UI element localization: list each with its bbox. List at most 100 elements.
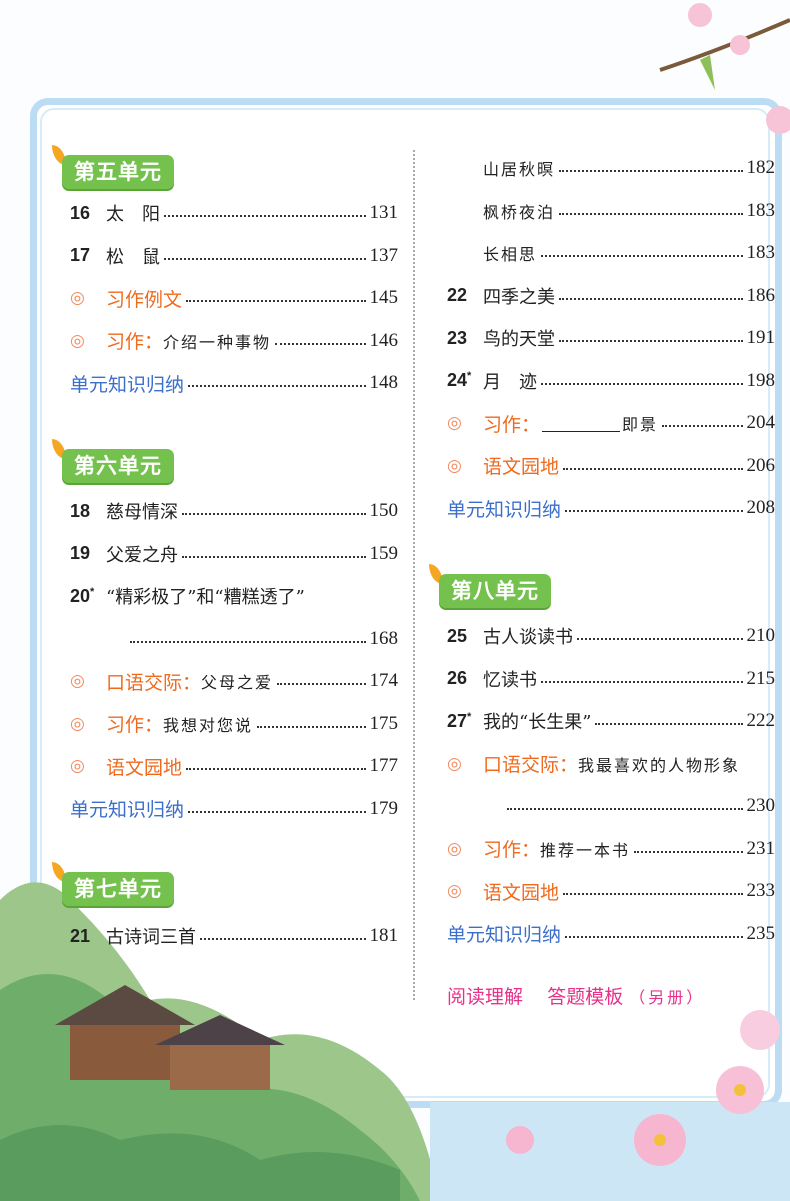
toc-entry[interactable]: 27* 我的“长生果” 222: [447, 700, 775, 742]
toc-entry[interactable]: 山居秋暝 182: [447, 147, 775, 189]
toc-entry[interactable]: 25 古人谈读书 210: [447, 615, 775, 657]
toc-entry[interactable]: ◎ 习作： 即景 204: [447, 402, 775, 444]
page-number: 191: [746, 327, 776, 348]
entry-title: 父爱之舟: [106, 544, 178, 566]
toc-entry[interactable]: 20* “精彩极了”和“糟糕透了”: [70, 575, 398, 617]
page-number: 148: [369, 372, 399, 393]
toc-entry[interactable]: ◎ 习作： 介绍一种事物 146: [70, 320, 398, 362]
toc-entry[interactable]: 枫桥夜泊 183: [447, 190, 775, 232]
toc-entry[interactable]: 单元知识归纳 179: [70, 788, 398, 830]
dot-leader: [565, 935, 743, 938]
toc-entry[interactable]: 168: [70, 618, 398, 660]
entry-title: 忆读书: [483, 669, 537, 691]
dot-leader: [188, 810, 366, 813]
double-circle-icon: ◎: [447, 881, 462, 901]
page-number: 137: [369, 244, 399, 266]
toc-entry[interactable]: ◎ 习作： 推荐一本书 231: [447, 828, 775, 870]
page-number: 182: [746, 157, 776, 178]
page-number: 131: [369, 202, 399, 223]
dot-leader: [507, 808, 743, 810]
toc-entry[interactable]: 230: [447, 785, 775, 827]
dot-leader: [188, 385, 366, 387]
toc-entry[interactable]: 16 太 阳 131: [70, 192, 398, 234]
lesson-number-text: 21: [70, 925, 91, 946]
lesson-number: 26: [447, 668, 483, 689]
toc-entry[interactable]: ◎ 口语交际： 父母之爱 174: [70, 660, 398, 702]
double-circle-icon: ◎: [70, 330, 85, 351]
dot-leader: [559, 340, 743, 342]
dot-leader: [595, 723, 743, 725]
toc-entry[interactable]: ◎ 语文园地 177: [70, 745, 398, 787]
page-number: 233: [746, 880, 776, 901]
lesson-number: 20*: [70, 586, 106, 607]
footer-separate-volume: （另册）: [629, 988, 706, 1007]
entry-title: 四季之美: [483, 286, 555, 308]
footer-template: 答题模板: [547, 986, 624, 1008]
dot-leader: [164, 215, 366, 217]
toc-entry[interactable]: 22 四季之美 186: [447, 275, 775, 317]
footer-reading: 阅读理解: [447, 986, 524, 1008]
toc-entry[interactable]: 21 古诗词三首 181: [70, 915, 398, 957]
lesson-number: 16: [70, 203, 106, 224]
footer-note: 阅读理解 答题模板 （另册）: [447, 982, 705, 1009]
lesson-number: 27*: [447, 711, 483, 732]
lesson-number-text: 16: [70, 202, 91, 223]
toc-entry[interactable]: 18 慈母情深 150: [70, 490, 398, 532]
page-number: 208: [746, 497, 776, 518]
toc-entry[interactable]: 单元知识归纳 235: [447, 913, 775, 955]
entry-title: “精彩极了”和“糟糕透了”: [106, 587, 305, 608]
page-number: 145: [369, 287, 399, 308]
lesson-number: 22: [447, 285, 483, 306]
entry-label: 口语交际：: [483, 755, 579, 776]
page-number: 186: [746, 284, 776, 306]
lesson-number-text: 24: [447, 370, 468, 390]
lesson-number-text: 18: [70, 500, 91, 521]
dot-leader: [563, 893, 743, 895]
entry-title: 即景: [622, 415, 659, 434]
column-divider: [413, 150, 415, 1000]
double-circle-icon: ◎: [447, 413, 462, 433]
toc-entry[interactable]: ◎ 语文园地 233: [447, 870, 775, 912]
toc-entry[interactable]: ◎ 习作例文 145: [70, 277, 398, 319]
toc-entry[interactable]: ◎ 习作： 我想对您说 175: [70, 703, 398, 745]
toc-entry[interactable]: 19 父爱之舟 159: [70, 533, 398, 575]
entry-label: 习作：: [106, 715, 164, 736]
page-number: 175: [369, 712, 399, 734]
page-number: 235: [746, 922, 776, 944]
entry-title: 推荐一本书: [540, 840, 631, 860]
toc-entry[interactable]: 24* 月 迹 198: [447, 360, 775, 402]
lesson-number-text: 17: [70, 245, 91, 265]
unit-summary-label: 单元知识归纳: [447, 925, 562, 946]
dot-leader: [275, 342, 366, 345]
page-number: 181: [369, 925, 399, 946]
entry-label: 口语交际：: [106, 672, 202, 694]
poem-title: 长相思: [483, 245, 538, 264]
lesson-number-text: 20: [70, 585, 91, 606]
page-number: 179: [369, 797, 399, 819]
unit-header: 第五单元: [62, 155, 174, 189]
unit-header: 第八单元: [439, 574, 551, 608]
lesson-number-text: 25: [447, 625, 468, 646]
blossom-branch-illustration: [659, 3, 790, 134]
toc-entry[interactable]: 单元知识归纳 148: [70, 362, 398, 404]
toc-entry[interactable]: 23 鸟的天堂 191: [447, 317, 775, 359]
page-number: 215: [746, 667, 776, 689]
dot-leader: [200, 938, 366, 940]
dot-leader: [541, 382, 743, 385]
dot-leader: [559, 212, 743, 215]
optional-star: *: [467, 370, 472, 382]
lesson-number-text: 19: [70, 543, 91, 563]
poem-title: 山居秋暝: [483, 160, 556, 179]
toc-entry[interactable]: ◎ 口语交际： 我最喜欢的人物形象: [447, 743, 775, 785]
optional-star: *: [90, 585, 95, 598]
toc-entry[interactable]: 单元知识归纳 208: [447, 487, 775, 529]
lesson-number: 18: [70, 501, 106, 522]
page-number: 146: [369, 329, 399, 351]
landscape-illustration: [0, 882, 790, 1201]
toc-entry[interactable]: 26 忆读书 215: [447, 658, 775, 700]
toc-entry[interactable]: ◎ 语文园地 206: [447, 445, 775, 487]
page-frame-inner: [40, 108, 770, 1098]
toc-entry[interactable]: 长相思 183: [447, 232, 775, 274]
toc-entry[interactable]: 17 松 鼠 137: [70, 235, 398, 277]
dot-leader: [541, 255, 743, 257]
